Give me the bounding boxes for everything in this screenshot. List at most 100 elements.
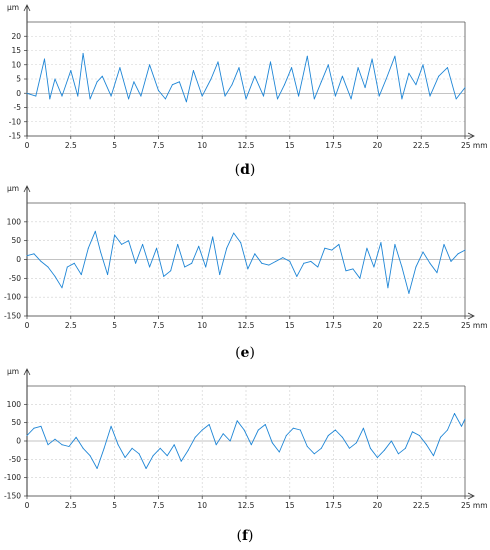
data-point-f-13 (117, 444, 119, 446)
data-point-f-22 (180, 460, 182, 462)
x-tick-label-e-9: 22.5 (413, 321, 430, 330)
data-point-f-30 (236, 420, 238, 422)
data-point-f-34 (264, 424, 266, 425)
data-point-f-25 (201, 429, 203, 431)
data-point-e-39 (296, 275, 298, 277)
data-point-f-48 (362, 427, 364, 429)
data-point-d-44 (350, 98, 352, 100)
data-point-f-31 (243, 429, 245, 431)
data-point-e-27 (212, 236, 214, 238)
data-point-d-36 (291, 67, 293, 69)
data-point-f-36 (278, 451, 280, 453)
data-point-f-26 (208, 424, 210, 425)
data-point-d-5 (61, 95, 63, 97)
data-point-d-21 (178, 81, 180, 83)
series-line-e-0 (26, 230, 466, 294)
data-point-e-26 (205, 266, 207, 268)
y-tick-label-d-0: -15 (9, 132, 21, 141)
x-tick-label-e-10: 25 mm (461, 321, 488, 330)
data-point-e-59 (436, 272, 438, 274)
panel-label-f-letter: f (241, 528, 249, 544)
data-point-e-17 (142, 243, 144, 245)
data-point-e-37 (282, 257, 284, 259)
data-point-e-8 (80, 274, 82, 276)
data-point-f-47 (355, 442, 357, 444)
data-point-d-15 (133, 81, 135, 83)
y-unit-d: µm (7, 3, 19, 12)
data-point-e-23 (184, 266, 186, 268)
data-point-e-46 (345, 270, 347, 272)
y-tick-label-e-5: 100 (7, 217, 22, 226)
data-point-f-61 (454, 413, 455, 414)
x-tick-label-f-5: 12.5 (238, 501, 255, 510)
data-point-d-50 (394, 55, 396, 57)
y-tick-label-f-1: -100 (4, 473, 21, 482)
y-tick-label-d-6: 15 (11, 46, 21, 55)
x-tick-label-f-1: 2.5 (65, 501, 77, 510)
data-point-d-37 (298, 95, 300, 97)
data-point-f-17 (145, 468, 147, 469)
data-point-e-1 (33, 253, 35, 255)
data-point-f-8 (82, 447, 84, 449)
data-point-f-60 (447, 429, 448, 431)
data-point-d-12 (110, 95, 112, 97)
data-point-d-54 (422, 64, 424, 66)
data-point-f-54 (404, 447, 406, 449)
x-tick-label-f-0: 0 (25, 501, 30, 510)
y-unit-f: µm (7, 367, 19, 376)
y-tick-label-f-2: -50 (9, 455, 21, 464)
x-tick-label-f-8: 20 (373, 501, 383, 510)
data-point-e-61 (450, 260, 452, 262)
data-point-d-46 (364, 87, 366, 89)
data-point-e-54 (401, 266, 403, 268)
data-point-f-2 (40, 425, 42, 427)
data-point-e-56 (415, 266, 417, 268)
x-axis-arrow-f (467, 492, 475, 500)
data-point-f-43 (327, 435, 329, 436)
data-point-d-58 (455, 98, 457, 100)
data-point-d-42 (334, 95, 336, 97)
y-tick-label-e-1: -100 (4, 293, 21, 302)
x-tick-label-e-2: 5 (112, 321, 117, 330)
data-point-f-6 (68, 446, 70, 447)
data-point-e-31 (240, 242, 242, 244)
data-point-f-40 (306, 446, 308, 447)
series-line-d-0 (26, 52, 466, 103)
data-point-e-9 (87, 247, 89, 249)
x-axis-arrow-d (467, 132, 475, 140)
x-tick-label-e-1: 2.5 (65, 321, 77, 330)
data-point-d-57 (447, 67, 448, 69)
x-tick-label-e-8: 20 (373, 321, 383, 330)
data-point-e-34 (261, 262, 263, 264)
data-point-f-45 (341, 436, 343, 438)
data-point-d-17 (149, 64, 151, 66)
data-point-e-42 (317, 266, 319, 268)
x-tick-label-d-0: 0 (25, 141, 30, 150)
x-tick-label-d-2: 5 (112, 141, 117, 150)
data-point-f-7 (75, 436, 77, 438)
data-point-d-56 (438, 75, 440, 77)
data-point-f-28 (222, 433, 224, 435)
data-point-e-52 (387, 287, 389, 289)
x-tick-label-f-3: 7.5 (152, 501, 164, 510)
data-point-f-53 (397, 453, 399, 455)
y-tick-label-f-3: 0 (16, 437, 21, 446)
data-point-f-12 (110, 425, 112, 427)
x-tick-label-f-4: 10 (197, 501, 207, 510)
x-tick-label-f-10: 25 mm (461, 501, 488, 510)
data-point-e-11 (100, 251, 102, 253)
data-point-e-36 (275, 260, 277, 262)
x-tick-label-e-4: 10 (197, 321, 207, 330)
data-point-f-39 (299, 429, 301, 431)
data-point-d-31 (254, 75, 256, 77)
panel-label-e: (e) (235, 345, 255, 361)
data-point-d-59 (464, 87, 466, 89)
y-axis-arrow-e (23, 185, 31, 193)
data-point-f-19 (159, 447, 161, 449)
data-point-d-35 (284, 84, 285, 86)
data-point-d-27 (224, 95, 226, 97)
data-point-e-5 (61, 287, 63, 289)
data-point-e-55 (408, 292, 410, 294)
